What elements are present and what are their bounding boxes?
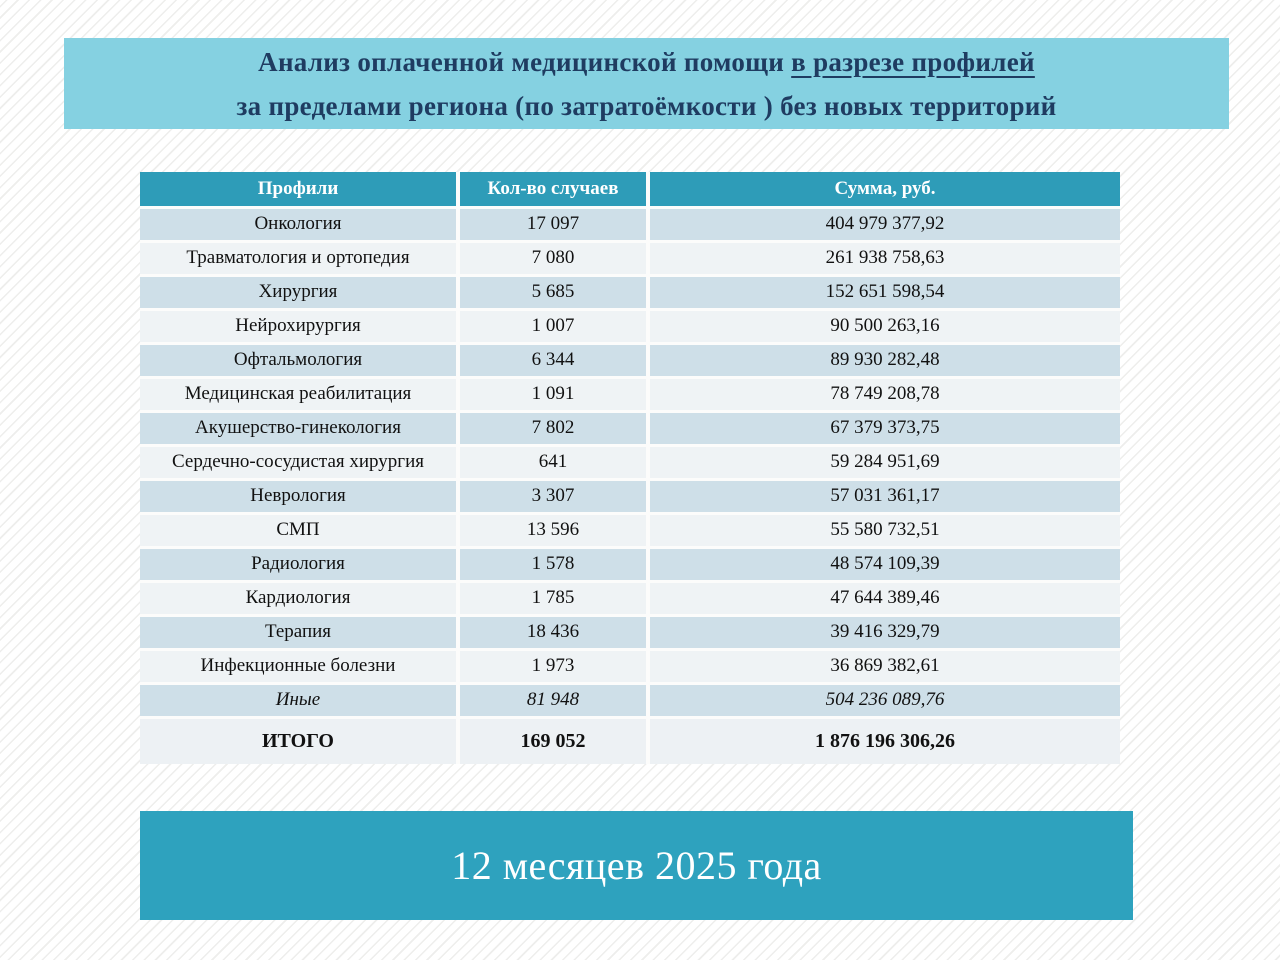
table-row: Нейрохирургия 1 007 90 500 263,16 — [140, 309, 1120, 345]
amount-cell: 57 031 361,17 — [648, 479, 1120, 515]
amount-cell: 78 749 208,78 — [648, 377, 1120, 413]
amount-cell: 39 416 329,79 — [648, 615, 1120, 651]
profile-cell: Неврология — [140, 479, 460, 515]
profile-cell: Онкология — [140, 207, 460, 243]
cases-cell: 1 578 — [458, 547, 650, 583]
table-row: Хирургия 5 685 152 651 598,54 — [140, 275, 1120, 311]
table-row-other: Иные 81 948 504 236 089,76 — [140, 683, 1120, 719]
table-row: Акушерство-гинекология 7 802 67 379 373,… — [140, 411, 1120, 447]
table-row: СМП 13 596 55 580 732,51 — [140, 513, 1120, 549]
table-header-row: Профили Кол-во случаев Сумма, руб. — [140, 172, 1120, 209]
profile-cell: Сердечно-сосудистая хирургия — [140, 445, 460, 481]
title-banner: Анализ оплаченной медицинской помощи в р… — [64, 38, 1229, 129]
profile-cell: Нейрохирургия — [140, 309, 460, 345]
cases-cell: 7 802 — [458, 411, 650, 447]
amount-cell: 55 580 732,51 — [648, 513, 1120, 549]
profile-cell: Терапия — [140, 615, 460, 651]
total-amount-cell: 1 876 196 306,26 — [648, 717, 1120, 764]
table-row: Радиология 1 578 48 574 109,39 — [140, 547, 1120, 583]
total-label-cell: ИТОГО — [140, 717, 460, 764]
cases-cell: 13 596 — [458, 513, 650, 549]
column-header-amount: Сумма, руб. — [648, 172, 1120, 209]
amount-cell: 67 379 373,75 — [648, 411, 1120, 447]
table-row: Неврология 3 307 57 031 361,17 — [140, 479, 1120, 515]
table-row: Медицинская реабилитация 1 091 78 749 20… — [140, 377, 1120, 413]
profile-cell: Радиология — [140, 547, 460, 583]
table-row: Сердечно-сосудистая хирургия 641 59 284 … — [140, 445, 1120, 481]
cases-cell: 18 436 — [458, 615, 650, 651]
period-banner: 12 месяцев 2025 года — [140, 811, 1133, 920]
amount-cell: 36 869 382,61 — [648, 649, 1120, 685]
cases-cell: 17 097 — [458, 207, 650, 243]
cases-cell: 7 080 — [458, 241, 650, 277]
cases-cell: 1 007 — [458, 309, 650, 345]
amount-cell: 152 651 598,54 — [648, 275, 1120, 311]
cases-cell: 81 948 — [458, 683, 650, 719]
profile-cell: Иные — [140, 683, 460, 719]
profile-cell: Травматология и ортопедия — [140, 241, 460, 277]
slide-title-underlined-text: в разрезе профилей — [791, 46, 1035, 77]
table-row: Кардиология 1 785 47 644 389,46 — [140, 581, 1120, 617]
profile-cell: Хирургия — [140, 275, 460, 311]
cases-cell: 1 091 — [458, 377, 650, 413]
table-row: Травматология и ортопедия 7 080 261 938 … — [140, 241, 1120, 277]
total-cases-cell: 169 052 — [458, 717, 650, 764]
cases-cell: 1 785 — [458, 581, 650, 617]
amount-cell: 404 979 377,92 — [648, 207, 1120, 243]
slide-title-line1: Анализ оплаченной медицинской помощи в р… — [64, 40, 1229, 84]
cases-cell: 641 — [458, 445, 650, 481]
cases-cell: 1 973 — [458, 649, 650, 685]
amount-cell: 261 938 758,63 — [648, 241, 1120, 277]
slide-title-line2: за пределами региона (по затратоёмкости … — [236, 90, 1057, 121]
table-row: Офтальмология 6 344 89 930 282,48 — [140, 343, 1120, 379]
table-row: Онкология 17 097 404 979 377,92 — [140, 207, 1120, 243]
profile-cell: СМП — [140, 513, 460, 549]
total-row: ИТОГО 169 052 1 876 196 306,26 — [140, 717, 1120, 764]
period-label: 12 месяцев 2025 года — [451, 843, 822, 888]
column-header-cases: Кол-во случаев — [458, 172, 650, 209]
amount-cell: 90 500 263,16 — [648, 309, 1120, 345]
amount-cell: 47 644 389,46 — [648, 581, 1120, 617]
profile-cell: Акушерство-гинекология — [140, 411, 460, 447]
column-header-profile: Профили — [140, 172, 460, 209]
cases-cell: 6 344 — [458, 343, 650, 379]
table-row: Инфекционные болезни 1 973 36 869 382,61 — [140, 649, 1120, 685]
table-row: Терапия 18 436 39 416 329,79 — [140, 615, 1120, 651]
amount-cell: 89 930 282,48 — [648, 343, 1120, 379]
profile-cell: Медицинская реабилитация — [140, 377, 460, 413]
amount-cell: 48 574 109,39 — [648, 547, 1120, 583]
cases-cell: 3 307 — [458, 479, 650, 515]
profile-cell: Офтальмология — [140, 343, 460, 379]
amount-cell: 59 284 951,69 — [648, 445, 1120, 481]
profiles-table: Профили Кол-во случаев Сумма, руб. Онкол… — [140, 172, 1120, 764]
amount-cell: 504 236 089,76 — [648, 683, 1120, 719]
slide-title-text: Анализ оплаченной медицинской помощи — [258, 46, 792, 77]
cases-cell: 5 685 — [458, 275, 650, 311]
profile-cell: Кардиология — [140, 581, 460, 617]
profile-cell: Инфекционные болезни — [140, 649, 460, 685]
